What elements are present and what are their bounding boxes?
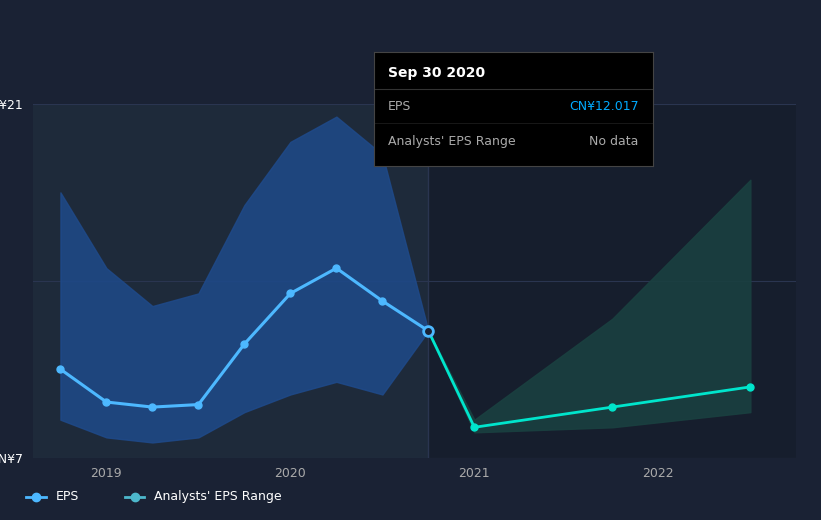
Text: No data: No data bbox=[589, 135, 639, 148]
Text: CN¥12.017: CN¥12.017 bbox=[569, 100, 639, 113]
Bar bbox=[33, 104, 429, 458]
Text: Analysts' EPS Range: Analysts' EPS Range bbox=[388, 135, 515, 148]
Text: EPS: EPS bbox=[388, 100, 410, 113]
Text: Analysts Forecasts: Analysts Forecasts bbox=[432, 83, 548, 96]
Bar bbox=[429, 104, 796, 458]
Text: Analysts' EPS Range: Analysts' EPS Range bbox=[154, 490, 282, 503]
Text: EPS: EPS bbox=[56, 490, 79, 503]
Text: Actual: Actual bbox=[386, 83, 424, 96]
Text: Sep 30 2020: Sep 30 2020 bbox=[388, 66, 484, 80]
